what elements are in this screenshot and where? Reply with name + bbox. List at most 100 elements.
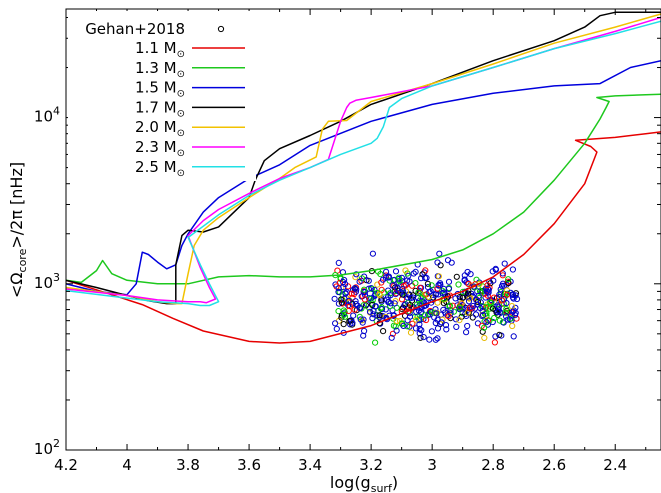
scatter-point <box>434 316 441 323</box>
scatter-point <box>483 288 490 295</box>
scatter-point <box>442 309 449 316</box>
scatter-point <box>474 301 481 308</box>
series-line-3 <box>66 59 661 296</box>
scatter-point <box>366 308 374 315</box>
x-tick-label: 3.2 <box>359 456 383 474</box>
scatter-point <box>389 330 396 337</box>
scatter-point <box>503 306 510 313</box>
scatter-point <box>356 278 363 285</box>
scatter-point <box>356 304 363 311</box>
scatter-point <box>484 282 491 289</box>
scatter-point <box>418 327 425 334</box>
scatter-point <box>489 305 496 312</box>
scatter-point <box>461 276 468 283</box>
scatter-point <box>357 316 364 323</box>
scatter-point <box>417 315 424 322</box>
scatter-point <box>500 300 507 307</box>
scatter-point <box>365 277 372 284</box>
scatter-point <box>406 278 413 285</box>
scatter-point <box>399 286 406 293</box>
scatter-point <box>486 317 493 324</box>
scatter-point <box>410 270 417 277</box>
scatter-point <box>428 328 435 335</box>
scatter-point <box>351 306 358 313</box>
scatter-point <box>481 324 488 331</box>
legend-label-5: 2.0 M⊙ <box>135 118 185 139</box>
scatter-point <box>421 312 428 319</box>
scatter-point <box>435 282 442 289</box>
x-tick-label: 2.6 <box>542 456 566 474</box>
scatter-point <box>483 319 490 326</box>
legend-label-7: 2.5 M⊙ <box>135 158 185 179</box>
scatter-point <box>413 308 420 315</box>
scatter-point <box>492 265 499 272</box>
scatter-point <box>406 313 414 320</box>
x-tick-label: 4 <box>122 456 132 474</box>
scatter-point <box>465 290 472 297</box>
scatter-point <box>452 295 459 302</box>
scatter-point <box>418 297 425 304</box>
scatter-point <box>432 336 439 343</box>
scatter-point <box>352 274 359 281</box>
scatter-point <box>497 286 504 293</box>
scatter-point <box>340 321 347 328</box>
scatter-point <box>361 286 368 293</box>
scatter-point <box>444 257 452 264</box>
scatter-point <box>498 297 505 304</box>
scatter-point <box>465 280 472 288</box>
scatter-point <box>494 308 501 316</box>
scatter-point <box>508 315 515 322</box>
scatter-point <box>512 292 519 299</box>
scatter-point <box>333 325 340 332</box>
scatter-point <box>479 328 486 335</box>
scatter-point <box>412 268 419 275</box>
scatter-point <box>400 283 407 290</box>
scatter-point <box>390 322 397 329</box>
scatter-point <box>349 319 356 326</box>
scatter-point <box>480 312 487 319</box>
scatter-point <box>505 279 512 287</box>
scatter-point <box>416 321 423 328</box>
scatter-point <box>510 333 517 340</box>
scatter-point <box>396 317 403 325</box>
scatter-point <box>445 313 452 320</box>
scatter-point <box>388 334 395 341</box>
scatter-point <box>412 325 420 332</box>
scatter-point <box>448 259 455 266</box>
scatter-point <box>452 316 460 323</box>
scatter-point <box>393 317 400 325</box>
scatter-point <box>458 300 465 307</box>
scatter-point <box>446 302 453 309</box>
scatter-point <box>383 268 390 275</box>
series-line-4 <box>66 11 661 305</box>
y-axis: 102 103 104 <box>34 17 661 458</box>
scatter-point <box>340 284 347 291</box>
scatter-point <box>463 329 470 336</box>
series-line-1 <box>66 131 661 344</box>
scatter-point <box>369 301 376 309</box>
y-tick-label: 104 <box>34 105 60 126</box>
scatter-point <box>508 312 515 319</box>
scatter-point <box>449 302 456 309</box>
scatter-point <box>428 282 435 289</box>
scatter-point <box>436 250 443 257</box>
scatter-point <box>434 259 441 266</box>
x-tick-label: 2.8 <box>481 456 505 474</box>
scatter-point <box>499 272 506 279</box>
scatter-point <box>433 310 440 317</box>
scatter-point <box>389 282 396 289</box>
scatter-point <box>372 339 379 346</box>
scatter-point <box>356 313 363 320</box>
scatter-point <box>464 322 471 330</box>
scatter-point <box>484 292 491 299</box>
scatter-point <box>348 290 355 297</box>
x-tick-label: 3.8 <box>176 456 200 474</box>
scatter-point <box>368 285 375 292</box>
legend-label-6: 2.3 M⊙ <box>135 138 185 159</box>
scatter-point <box>392 268 400 275</box>
scatter-point <box>335 288 342 296</box>
scatter-point <box>412 280 419 287</box>
scatter-points <box>331 250 521 346</box>
x-tick-label: 3.4 <box>298 456 322 474</box>
